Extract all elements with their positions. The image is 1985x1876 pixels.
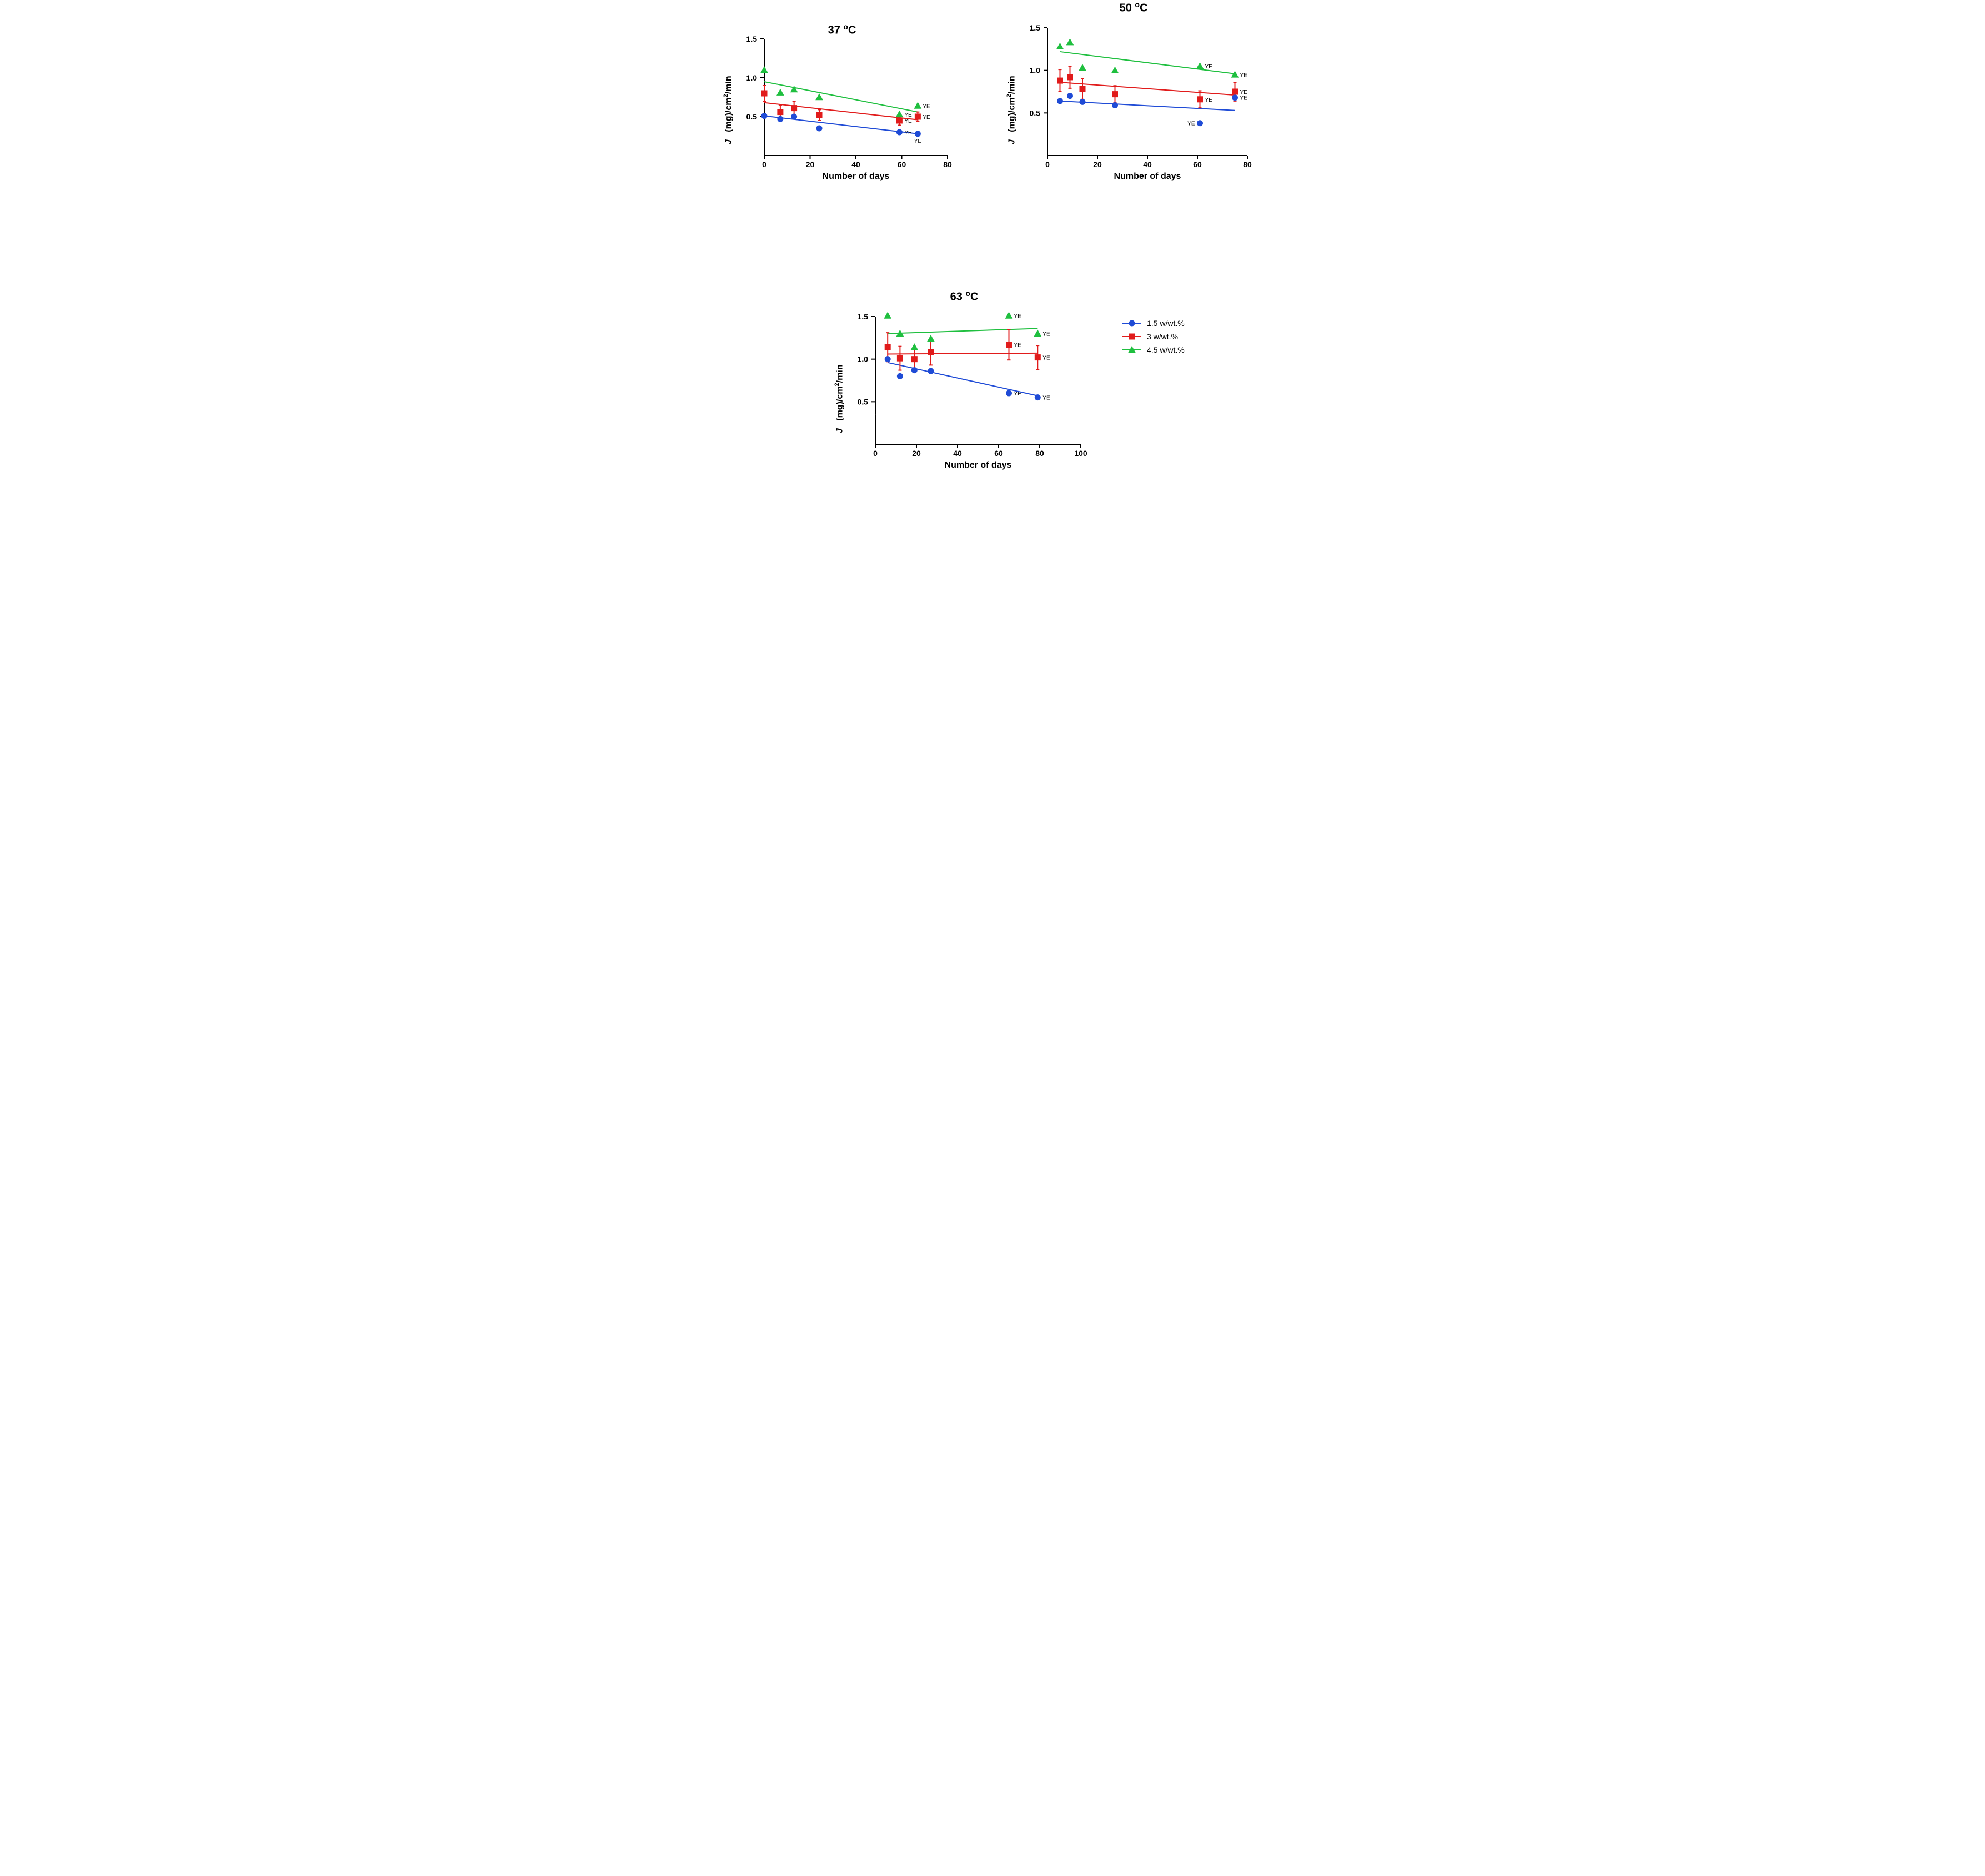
svg-text:0.5: 0.5	[1030, 108, 1041, 117]
svg-text:YE: YE	[1187, 121, 1195, 127]
svg-text:60: 60	[898, 160, 906, 169]
svg-text:YE: YE	[1240, 89, 1248, 96]
chart-title: 63 oC	[823, 289, 1106, 304]
svg-text:80: 80	[943, 160, 952, 169]
chart-panel-p37: 37 oC0204060800.51.01.5YEYEYEYEYEYENumbe…	[711, 22, 973, 189]
chart-panel-p63: 63 oC 0 20 40 60 80 100 0.5 1.0 1.5 YE YE YE YE YE YE Nu…	[823, 289, 1106, 478]
svg-text:80: 80	[1035, 449, 1044, 458]
svg-text:80: 80	[1243, 160, 1252, 169]
svg-text:40: 40	[953, 449, 962, 458]
svg-text:YE: YE	[1042, 395, 1050, 402]
svg-text:1.5: 1.5	[1030, 23, 1041, 32]
legend-label: 1.5 w/wt.%	[1147, 319, 1185, 328]
y-axis-label: J (mg)/cm2/min	[1006, 76, 1017, 144]
svg-text:1.0: 1.0	[746, 73, 758, 82]
legend-swatch	[1122, 319, 1141, 327]
svg-text:0.5: 0.5	[746, 112, 758, 121]
svg-text:60: 60	[994, 449, 1003, 458]
chart-svg: 0204060800.51.01.5YEYEYEYEYEYE	[711, 22, 973, 189]
svg-text:0: 0	[762, 160, 766, 169]
legend-label: 4.5 w/wt.%	[1147, 345, 1185, 354]
svg-text:YE: YE	[1205, 64, 1213, 70]
svg-text:YE: YE	[923, 103, 930, 109]
svg-text:YE: YE	[923, 114, 930, 121]
svg-text:1.0: 1.0	[1030, 66, 1041, 75]
chart-svg: 0204060800.51.01.5YEYEYEYEYEYE	[995, 0, 1272, 189]
x-axis-label: Number of days	[764, 172, 948, 182]
svg-text:0: 0	[873, 449, 878, 458]
legend-swatch	[1122, 333, 1141, 340]
svg-text:YE: YE	[1240, 72, 1248, 78]
svg-text:YE: YE	[914, 138, 922, 144]
svg-text:YE: YE	[1240, 96, 1248, 102]
svg-text:20: 20	[912, 449, 921, 458]
legend: 1.5 w/wt.% 3 w/wt.% 4.5 w/wt.%	[1122, 317, 1185, 357]
svg-text:YE: YE	[904, 118, 912, 124]
svg-text:YE: YE	[904, 130, 912, 136]
chart-title: 50 oC	[995, 0, 1272, 15]
svg-text:1.5: 1.5	[858, 312, 869, 321]
svg-text:YE: YE	[1042, 332, 1050, 338]
y-axis-label: J (mg)/cm2/min	[834, 364, 845, 433]
svg-text:YE: YE	[1014, 313, 1022, 319]
svg-text:60: 60	[1193, 160, 1202, 169]
svg-text:20: 20	[806, 160, 815, 169]
x-axis-label: Number of days	[1047, 172, 1247, 182]
chart-panel-p50: 50 oC0204060800.51.01.5YEYEYEYEYEYENumbe…	[995, 0, 1272, 189]
svg-text:0.5: 0.5	[858, 397, 869, 406]
svg-text:40: 40	[851, 160, 860, 169]
svg-text:1.0: 1.0	[858, 355, 869, 364]
chart-svg: 0 20 40 60 80 100 0.5 1.0 1.5 YE YE YE YE YE YE	[823, 289, 1106, 478]
svg-text:YE: YE	[904, 112, 912, 118]
svg-text:40: 40	[1143, 160, 1152, 169]
svg-text:YE: YE	[1014, 343, 1022, 349]
figure: 37 oC0204060800.51.01.5YEYEYEYEYEYENumbe…	[695, 0, 1290, 563]
legend-label: 3 w/wt.%	[1147, 332, 1178, 341]
legend-item: 4.5 w/wt.%	[1122, 343, 1185, 357]
svg-text:YE: YE	[1205, 97, 1213, 103]
svg-text:0: 0	[1045, 160, 1050, 169]
svg-text:YE: YE	[1014, 391, 1022, 397]
y-axis-label: J (mg)/cm2/min	[723, 76, 734, 144]
legend-item: 3 w/wt.%	[1122, 330, 1185, 343]
chart-title: 37 oC	[711, 22, 973, 37]
legend-item: 1.5 w/wt.%	[1122, 317, 1185, 330]
svg-text:100: 100	[1074, 449, 1087, 458]
x-axis-label: Number of days	[875, 460, 1081, 470]
legend-swatch	[1122, 346, 1141, 354]
svg-text:20: 20	[1093, 160, 1102, 169]
svg-text:YE: YE	[1042, 355, 1050, 362]
